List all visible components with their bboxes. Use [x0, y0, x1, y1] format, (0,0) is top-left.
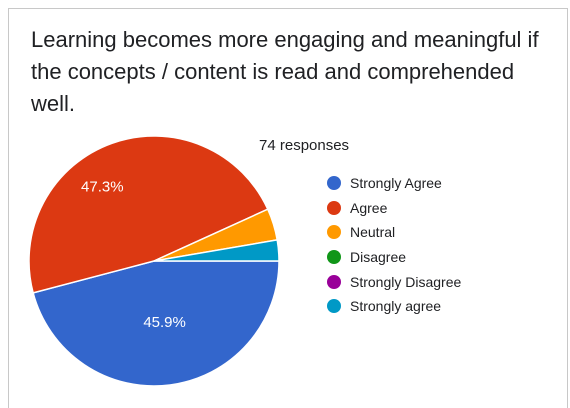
slice-label: 45.9%	[143, 314, 186, 331]
legend-swatch	[327, 299, 341, 314]
legend-label: Strongly agree	[350, 298, 442, 315]
legend-item[interactable]: Neutral	[327, 220, 461, 245]
legend-label: Disagree	[350, 249, 407, 266]
pie-slice-strongly-agree	[32, 260, 280, 387]
chart-title: Learning becomes more engaging and meani…	[31, 27, 539, 116]
legend-label: Strongly Disagree	[350, 273, 462, 290]
response-count: 74 responses	[259, 137, 350, 154]
legend-item[interactable]: Strongly Disagree	[327, 269, 461, 294]
legend-swatch	[327, 176, 341, 191]
pie-slice-agree	[28, 135, 269, 294]
legend-item[interactable]: Disagree	[327, 245, 461, 270]
pie-slice-strongly-agree-2	[153, 239, 280, 262]
chart-legend: Strongly Agree Agree Neutral Disagree Strong…	[327, 171, 461, 319]
slice-label: 47.3%	[81, 178, 124, 195]
chart-card: Learning becomes more engaging and meani…	[8, 8, 568, 408]
legend-item[interactable]: Strongly Agree	[327, 171, 461, 196]
legend-label: Strongly Agree	[350, 175, 442, 192]
legend-swatch	[327, 225, 341, 240]
pie-chart: 45.9% 47.3%	[28, 135, 280, 387]
legend-item[interactable]: Agree	[327, 196, 461, 221]
legend-item[interactable]: Strongly agree	[327, 294, 461, 319]
legend-swatch	[327, 274, 341, 289]
legend-swatch	[327, 200, 341, 215]
legend-label: Neutral	[350, 224, 396, 241]
legend-label: Agree	[350, 199, 388, 216]
legend-swatch	[327, 250, 341, 265]
